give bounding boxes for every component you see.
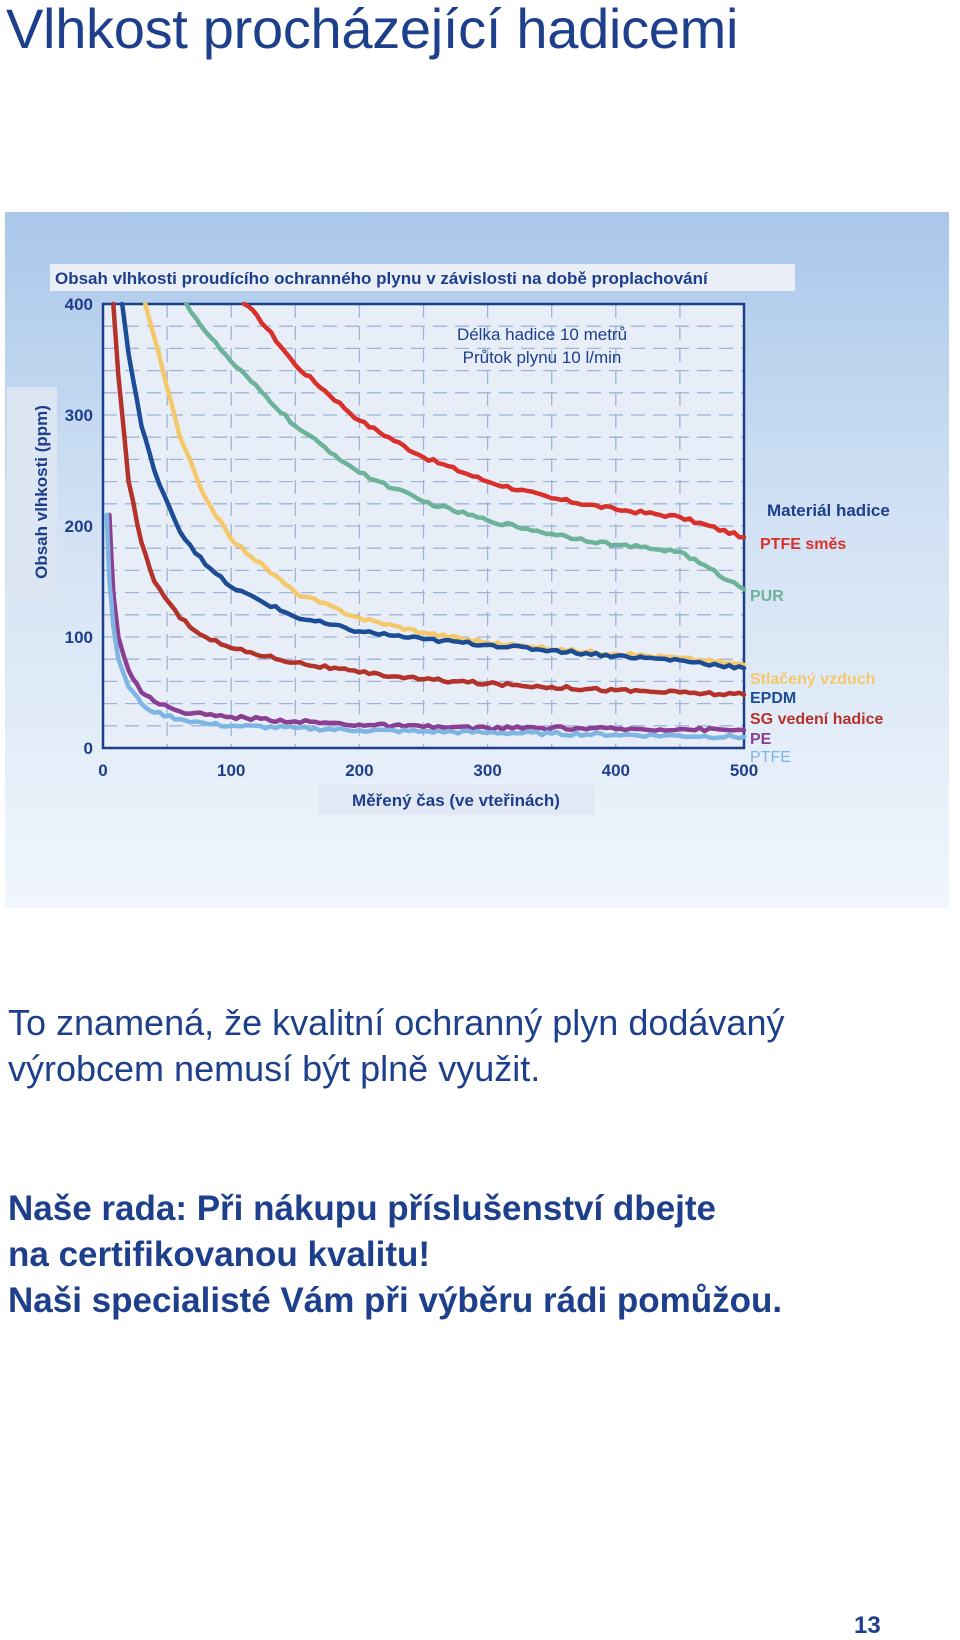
- y-tick-label: 400: [65, 295, 93, 314]
- page-title: Vlhkost procházející hadicemi: [6, 0, 739, 60]
- humidity-line-chart: Obsah vlhkosti proudícího ochranného ply…: [7, 264, 890, 815]
- annotation-line-1: Délka hadice 10 metrů: [457, 325, 627, 344]
- chart-panel: Obsah vlhkosti proudícího ochranného ply…: [5, 212, 949, 908]
- y-tick-label: 200: [65, 517, 93, 536]
- legend-entry: SG vedení hadice: [750, 711, 883, 728]
- x-tick-label: 200: [345, 761, 373, 780]
- legend-entry: PTFE směs: [760, 536, 846, 553]
- chart-title: Obsah vlhkosti proudícího ochranného ply…: [55, 269, 709, 288]
- plot-frame: [101, 302, 746, 750]
- x-tick-label: 500: [730, 761, 758, 780]
- legend-title: Materiál hadice: [767, 501, 890, 520]
- x-tick-label: 300: [473, 761, 501, 780]
- note-line-2: výrobcem nemusí být plně využit.: [8, 1048, 541, 1089]
- x-tick-label: 400: [602, 761, 630, 780]
- series-line: [107, 512, 747, 734]
- legend-entry: PUR: [750, 588, 784, 605]
- axis-layer: 0 100 200 300 400 0 100 200 300 400 500: [65, 295, 759, 780]
- legend-entry: Stlačený vzduch: [750, 671, 875, 688]
- x-tick-label: 0: [98, 761, 107, 780]
- series-layer: [104, 301, 747, 741]
- y-tick-label: 100: [65, 628, 93, 647]
- legend-entry: EPDM: [750, 690, 796, 707]
- y-axis-label: Obsah vlhkosti (ppm): [32, 405, 51, 579]
- legend-entry: PTFE: [750, 749, 791, 766]
- advice-line-3: Naši specialisté Vám při výběru rádi pom…: [8, 1281, 783, 1320]
- chart-title-box: [50, 264, 795, 291]
- series-line: [104, 512, 747, 741]
- grid-layer: [103, 304, 744, 748]
- x-tick-label: 100: [217, 761, 245, 780]
- series-line: [241, 301, 747, 540]
- legend: PTFE směs PUR Stlačený vzduch EPDM SG vedení…: [750, 536, 883, 766]
- series-line: [119, 301, 747, 671]
- page-number: 13: [854, 1612, 881, 1639]
- annotation-line-2: Průtok plynu 10 l/min: [463, 348, 622, 367]
- series-line: [184, 301, 747, 592]
- note-line-1: To znamená, že kvalitní ochranný plyn do…: [8, 1002, 785, 1043]
- legend-entry: PE: [750, 731, 772, 748]
- y-axis-label-box: [7, 387, 57, 602]
- x-axis-label-box: [318, 784, 595, 815]
- advice-line-2: na certifikovanou kvalitu!: [8, 1235, 431, 1274]
- x-axis-label: Měřený čas (ve vteřinách): [352, 791, 560, 810]
- advice-text: Naše rada: Při nákupu příslušenství dbej…: [8, 1186, 782, 1324]
- y-tick-label: 0: [84, 739, 93, 758]
- y-tick-label: 300: [65, 406, 93, 425]
- series-line: [111, 301, 747, 698]
- note-text: To znamená, že kvalitní ochranný plyn do…: [8, 1000, 784, 1092]
- advice-line-1: Naše rada: Při nákupu příslušenství dbej…: [8, 1189, 716, 1228]
